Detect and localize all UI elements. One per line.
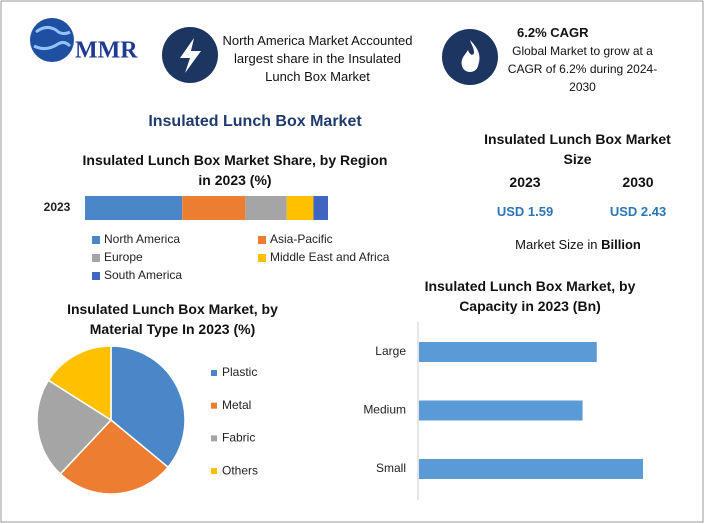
legend-label: South America [104, 268, 182, 282]
chart-title: Insulated Lunch Box Market Share, by Reg… [82, 152, 388, 188]
bar [419, 400, 583, 421]
market-size-value: USD 2.43 [609, 204, 667, 219]
legend-swatch [211, 468, 217, 475]
legend-label: Plastic [222, 365, 257, 379]
legend-swatch [92, 254, 100, 262]
legend-swatch [258, 236, 266, 244]
note-prefix: Market Size in [515, 237, 598, 252]
y-tick-label: Medium [363, 403, 406, 417]
logo-globe [30, 18, 74, 62]
bar-segment [286, 196, 314, 220]
bar [419, 459, 643, 479]
legend-swatch [211, 435, 217, 442]
market-size-title: Insulated Lunch Box Market Size [484, 131, 671, 167]
pie-slice [36, 379, 113, 476]
legend-swatch [211, 402, 217, 409]
main-title: Insulated Lunch Box Market [148, 113, 362, 130]
logo-text: MMR [75, 38, 138, 64]
y-tick-label: Small [376, 461, 406, 475]
legend-swatch [211, 370, 217, 376]
legend-label: North America [104, 232, 180, 246]
bar-segment [313, 196, 328, 220]
legend-label: Fabric [222, 431, 255, 445]
logo-globe-lines [33, 25, 72, 51]
lightning-icon [180, 38, 201, 73]
highlight-text: Global Market to grow at a CAGR of 6.2% … [507, 44, 658, 94]
legend-swatch [258, 254, 266, 262]
legend-label: Asia-Pacific [270, 232, 333, 246]
highlight-heading: 6.2% CAGR [517, 25, 589, 40]
y-tick-label: Large [375, 344, 406, 358]
pie-slice [110, 345, 186, 469]
year-label: 2030 [622, 174, 654, 190]
legend-swatch [92, 272, 100, 280]
market-size-note: Market Size in Billion [478, 236, 678, 254]
category-label: 2023 [44, 200, 71, 214]
year-label: 2023 [509, 174, 541, 190]
highlight-text: North America Market Accounted largest s… [222, 33, 413, 84]
chart-title: Insulated Lunch Box Market, by Material … [67, 301, 278, 337]
bar-segment [182, 196, 246, 220]
legend-label: Europe [104, 250, 143, 264]
bar [419, 342, 597, 362]
chart-title: Insulated Lunch Box Market, by Capacity … [424, 278, 636, 314]
pie-slice [47, 345, 112, 422]
legend-label: Others [222, 463, 258, 477]
pie-slice [59, 418, 170, 495]
bar-segment [85, 196, 183, 220]
flame-icon [461, 40, 480, 72]
legend-label: Metal [222, 398, 251, 412]
market-size-value: USD 1.59 [496, 204, 554, 219]
legend-label: Middle East and Africa [270, 250, 390, 264]
legend-swatch [92, 236, 100, 244]
note-unit: Billion [601, 237, 641, 252]
bar-segment [245, 196, 287, 220]
